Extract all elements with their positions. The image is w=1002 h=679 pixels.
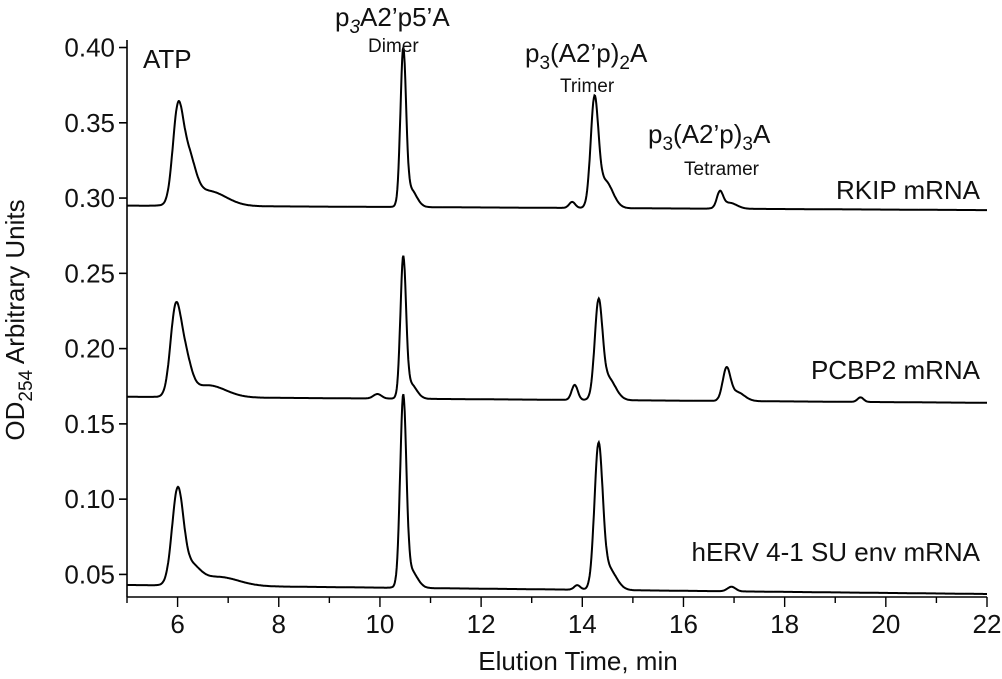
y-tick-label: 0.05 — [64, 559, 115, 589]
annotation-tetramer-name: Tetramer — [684, 159, 760, 180]
y-tick-label: 0.40 — [64, 33, 115, 63]
annotation-dimer-formula: p3A2’p5’A — [335, 2, 450, 38]
series-line-1 — [127, 255, 987, 404]
x-tick-label: 20 — [871, 609, 900, 639]
x-tick-label: 18 — [770, 609, 799, 639]
x-tick-label: 8 — [272, 609, 286, 639]
trace-label-rkip: RKIP mRNA — [836, 175, 981, 205]
y-tick-label: 0.30 — [64, 183, 115, 213]
y-tick-label: 0.35 — [64, 108, 115, 138]
axes — [126, 40, 987, 598]
annotation-trimer-formula: p3(A2’p)2A — [525, 38, 648, 74]
y-tick-label: 0.25 — [64, 258, 115, 288]
x-tick-label: 12 — [467, 609, 496, 639]
x-tick-label: 14 — [568, 609, 597, 639]
annotation-atp: ATP — [143, 44, 192, 74]
y-ticks: 0.05 0.10 0.15 0.20 0.25 0.30 0.35 0.40 — [64, 33, 127, 589]
series-traces — [127, 47, 987, 595]
annotation-dimer-name: Dimer — [368, 36, 419, 57]
x-tick-label: 10 — [365, 609, 394, 639]
x-tick-label: 6 — [170, 609, 184, 639]
x-ticks: 6 8 10 12 14 16 18 20 22 — [126, 597, 1002, 639]
trace-label-herv: hERV 4-1 SU env mRNA — [691, 537, 980, 567]
annotation-trimer-name: Trimer — [560, 76, 615, 97]
y-tick-label: 0.15 — [64, 409, 115, 439]
trace-label-pcbp2: PCBP2 mRNA — [811, 355, 981, 385]
y-tick-label: 0.20 — [64, 334, 115, 364]
x-tick-label: 16 — [669, 609, 698, 639]
x-tick-label: 22 — [973, 609, 1002, 639]
series-line-2 — [127, 393, 987, 595]
y-axis-title: OD254 Arbitrary Units — [0, 199, 37, 440]
annotation-tetramer-formula: p3(A2’p)3A — [648, 119, 771, 155]
series-line-0 — [127, 47, 987, 212]
y-tick-label: 0.10 — [64, 484, 115, 514]
x-axis-title: Elution Time, min — [478, 646, 677, 676]
